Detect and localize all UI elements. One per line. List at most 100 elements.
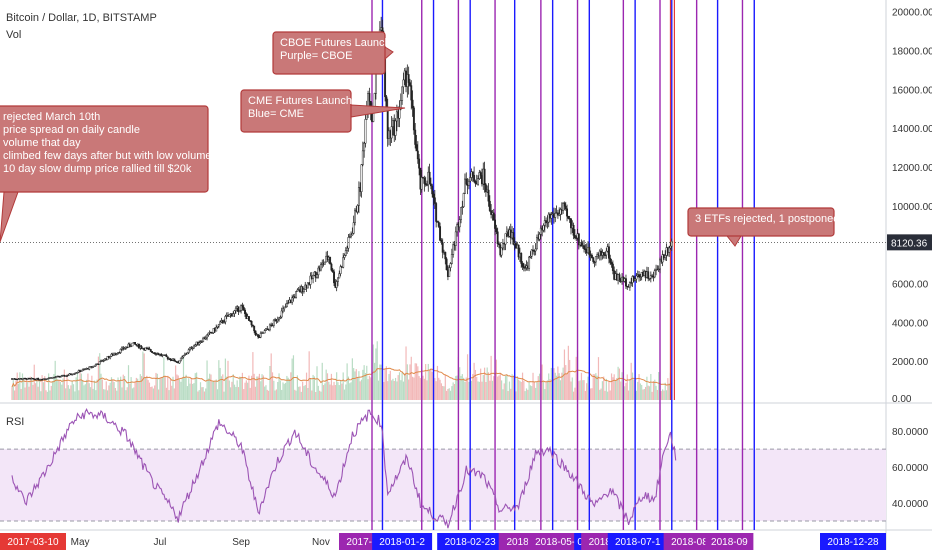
- candle-body: [471, 171, 474, 176]
- candle-body: [179, 357, 182, 362]
- candle-body: [449, 263, 452, 268]
- candle-body: [418, 158, 421, 169]
- volume-bar: [189, 383, 191, 400]
- candle-body: [460, 207, 462, 220]
- candle-body: [410, 85, 413, 101]
- last-price-badge: [887, 234, 932, 251]
- volume-bar: [482, 374, 484, 400]
- candle-body: [592, 257, 595, 262]
- x-tick-label: Sep: [232, 537, 250, 548]
- volume-bar: [303, 386, 305, 400]
- volume-bar: [461, 374, 463, 400]
- volume-bar: [357, 377, 359, 400]
- candle-body: [483, 168, 486, 185]
- volume-bar: [489, 380, 491, 400]
- candle-body: [253, 325, 256, 332]
- volume-bar: [536, 382, 538, 400]
- volume-bar: [148, 382, 151, 400]
- candle-body: [257, 334, 260, 338]
- volume-bar: [248, 375, 250, 400]
- candle-body: [296, 289, 299, 292]
- candle-body: [284, 306, 287, 308]
- volume-bar: [545, 381, 547, 400]
- volume-bar: [249, 387, 251, 400]
- volume-bar: [78, 390, 80, 400]
- volume-bar: [503, 383, 505, 400]
- volume-bar: [150, 386, 152, 400]
- candle-body: [131, 342, 134, 347]
- volume-bar: [198, 390, 200, 400]
- volume-bar: [175, 365, 177, 400]
- volume-bar: [245, 380, 247, 400]
- volume-bar: [627, 390, 630, 400]
- volume-bar: [654, 379, 656, 400]
- candle-body: [562, 203, 565, 211]
- volume-bar: [15, 380, 17, 400]
- candle-body: [500, 247, 503, 256]
- volume-bar: [282, 382, 284, 400]
- candle-body: [242, 306, 245, 311]
- volume-bar: [146, 375, 148, 400]
- volume-bar: [332, 385, 334, 400]
- volume-bar: [440, 383, 442, 400]
- callout-text: price spread on daily candle: [3, 124, 140, 136]
- candle-body: [577, 233, 580, 246]
- volume-bar: [477, 381, 479, 400]
- volume-bar: [493, 376, 495, 400]
- candle-body: [583, 245, 586, 250]
- candle-body: [207, 332, 210, 336]
- volume-bar: [645, 386, 647, 400]
- volume-bar: [45, 390, 47, 400]
- volume-bar: [542, 381, 545, 400]
- callout-text: climbed few days after but with low volu…: [3, 150, 211, 162]
- volume-bar: [427, 363, 429, 400]
- volume-bar: [113, 382, 115, 400]
- volume-bar: [583, 380, 585, 400]
- candle-body: [661, 254, 664, 263]
- candle-body: [625, 278, 627, 287]
- volume-bar: [144, 377, 147, 400]
- volume-bar: [92, 388, 94, 400]
- x-date-tag: [527, 533, 588, 550]
- candle-body: [109, 356, 112, 359]
- volume-bar: [97, 356, 99, 400]
- candle-body: [529, 255, 532, 258]
- candle-body: [316, 274, 318, 278]
- volume-bar: [264, 386, 266, 400]
- candle-body: [512, 232, 515, 245]
- volume-bar: [473, 362, 475, 400]
- volume-bar: [307, 387, 309, 400]
- volume-bar: [474, 369, 477, 400]
- volume-bar: [337, 382, 339, 400]
- volume-bar: [116, 390, 118, 400]
- volume-bar: [498, 375, 500, 400]
- volume-bar: [261, 374, 263, 400]
- volume-bar: [358, 371, 360, 400]
- volume-bar: [557, 366, 559, 400]
- volume-bar: [608, 380, 610, 400]
- volume-bar: [396, 381, 398, 400]
- volume-bar: [215, 379, 217, 400]
- volume-bar: [141, 376, 143, 400]
- candle-body: [46, 378, 49, 380]
- candle-body: [534, 248, 537, 252]
- candle-body: [484, 184, 487, 193]
- volume-bar: [617, 366, 619, 400]
- candle-body: [306, 282, 309, 289]
- candle-body: [278, 317, 281, 320]
- volume-bar: [223, 391, 225, 400]
- volume-bar: [558, 373, 560, 400]
- candle-body: [546, 221, 549, 224]
- volume-bar: [117, 377, 119, 400]
- candle-body: [165, 355, 168, 358]
- volume-bar: [88, 383, 90, 400]
- volume-bar: [230, 387, 232, 400]
- volume-bar: [531, 386, 533, 400]
- candle-body: [535, 237, 538, 250]
- volume-bar: [214, 381, 216, 400]
- candle-body: [611, 263, 614, 271]
- candle-body: [204, 337, 207, 340]
- volume-bar: [317, 385, 319, 400]
- volume-bar: [643, 388, 645, 400]
- candle-body: [441, 242, 444, 253]
